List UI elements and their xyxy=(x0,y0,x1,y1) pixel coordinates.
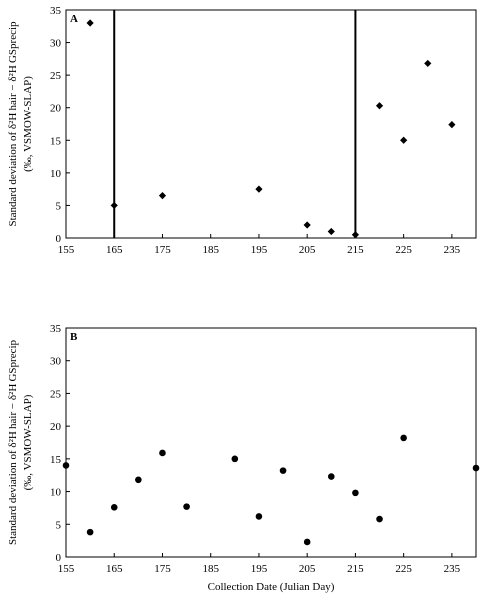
x-tick-label: 225 xyxy=(395,563,412,575)
plot-frame xyxy=(65,327,477,558)
data-point xyxy=(135,476,142,484)
y-tick-label: 25 xyxy=(50,70,62,82)
y-tick-label: 30 xyxy=(50,356,62,368)
data-point xyxy=(327,227,335,236)
panel-label: A xyxy=(70,13,78,25)
data-point xyxy=(375,102,384,110)
y-tick-label: 20 xyxy=(50,103,62,115)
data-point xyxy=(303,538,311,546)
data-point xyxy=(159,449,166,457)
data-point xyxy=(255,513,263,520)
data-point xyxy=(400,434,407,442)
x-tick-label: 225 xyxy=(395,244,412,256)
y-tick-label: 25 xyxy=(50,388,62,400)
y-tick-label: 10 xyxy=(50,487,62,499)
plot-frame xyxy=(65,9,477,239)
y-tick-label: 10 xyxy=(50,168,62,180)
x-tick-label: 195 xyxy=(251,244,268,256)
y-axis-label-units: (‰, VSMOW-SLAP) xyxy=(22,76,34,172)
y-tick-label: 20 xyxy=(50,421,62,433)
x-axis-label: Collection Date (Julian Day) xyxy=(208,581,335,593)
x-tick-label: 155 xyxy=(58,563,75,575)
y-tick-label: 15 xyxy=(50,135,62,147)
data-point xyxy=(351,231,360,239)
data-point xyxy=(424,59,432,68)
data-point xyxy=(86,528,94,536)
data-point xyxy=(158,192,167,200)
y-axis-label: Standard deviation of δ²H hair − δ²H GSp… xyxy=(7,21,19,227)
data-point xyxy=(400,136,408,144)
x-tick-label: 215 xyxy=(347,563,364,575)
y-tick-label: 0 xyxy=(56,552,62,564)
data-point xyxy=(255,185,263,193)
x-tick-label: 195 xyxy=(251,563,268,575)
data-point xyxy=(110,503,118,511)
data-point xyxy=(303,221,311,229)
data-point xyxy=(448,121,456,129)
x-tick-label: 205 xyxy=(299,563,316,575)
x-tick-label: 185 xyxy=(202,244,219,256)
data-point xyxy=(183,503,190,510)
data-point xyxy=(86,19,94,27)
y-axis-label-units: (‰, VSMOW-SLAP) xyxy=(22,394,34,490)
x-tick-label: 155 xyxy=(58,244,75,256)
data-point xyxy=(110,201,118,210)
x-tick-label: 235 xyxy=(444,563,461,575)
panel-label: B xyxy=(70,331,78,343)
y-tick-label: 5 xyxy=(56,200,62,212)
data-point xyxy=(231,455,239,463)
x-tick-label: 165 xyxy=(106,563,123,575)
data-point xyxy=(352,489,359,497)
x-tick-label: 175 xyxy=(154,244,171,256)
data-point xyxy=(279,467,287,474)
x-tick-label: 165 xyxy=(106,244,123,256)
x-tick-label: 175 xyxy=(154,563,171,575)
y-tick-label: 35 xyxy=(50,323,62,335)
data-point xyxy=(62,462,70,469)
y-tick-label: 0 xyxy=(56,233,62,245)
data-point xyxy=(376,515,383,523)
data-point xyxy=(327,473,335,480)
data-point xyxy=(472,464,480,472)
panel-b: B 0 5 10 15 20 25 30 35 155 165 175 185 195 205 215 225 2… xyxy=(7,323,480,593)
x-tick-label: 235 xyxy=(444,244,461,256)
y-tick-label: 15 xyxy=(50,454,62,466)
y-tick-label: 30 xyxy=(50,38,62,50)
panel-a: A 0 5 10 15 20 25 30 35 155 165 175 185 195 205 215 225 2… xyxy=(7,5,477,256)
y-tick-label: 35 xyxy=(50,5,62,17)
x-tick-label: 205 xyxy=(299,244,316,256)
x-tick-label: 185 xyxy=(202,563,219,575)
y-axis-label: Standard deviation of δ²H hair − δ²H GSp… xyxy=(7,339,19,545)
x-tick-label: 215 xyxy=(347,244,364,256)
y-tick-label: 5 xyxy=(56,519,62,531)
